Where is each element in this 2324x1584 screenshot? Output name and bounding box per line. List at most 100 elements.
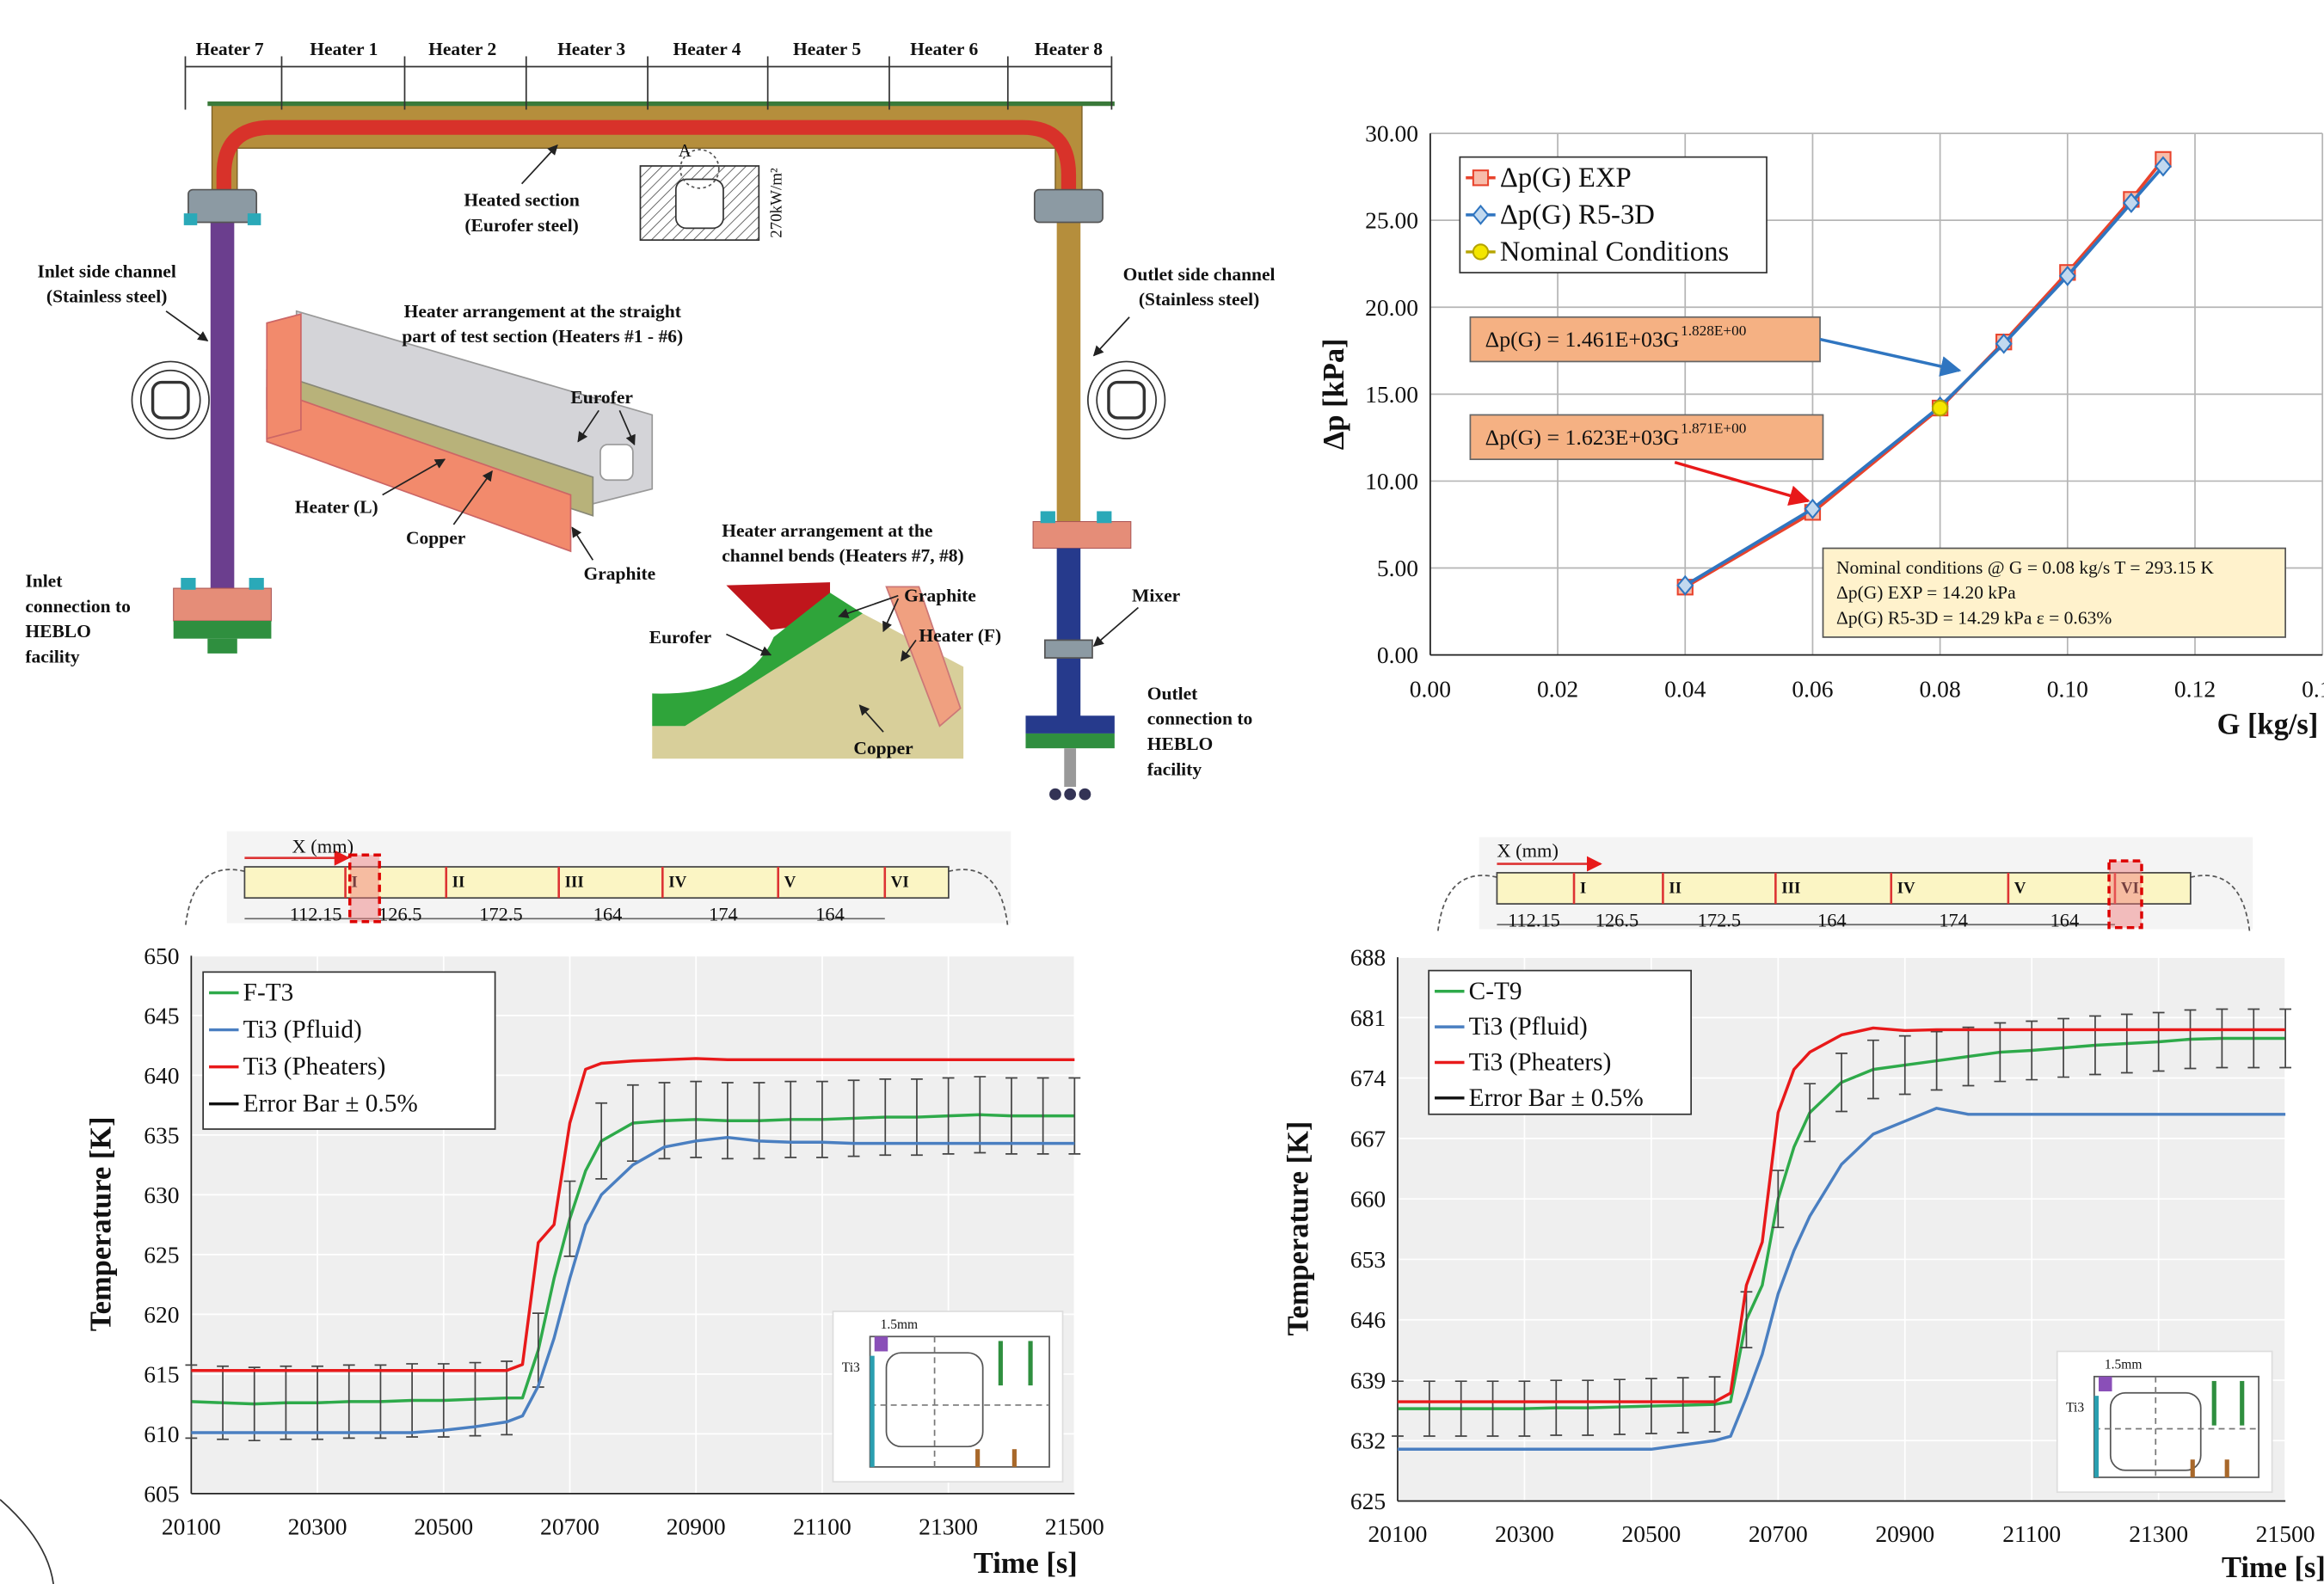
inset-heater xyxy=(2099,1377,2112,1391)
y-tick-label: 632 xyxy=(1350,1427,1386,1454)
section-label: III xyxy=(565,874,584,892)
y-tick-label: 20.00 xyxy=(1365,294,1418,321)
heater-label: Heater 4 xyxy=(673,39,741,59)
label: channel bends (Heaters #7, #8) xyxy=(722,545,964,566)
bolt xyxy=(181,578,195,590)
label: (Stainless steel) xyxy=(46,286,167,307)
x-tick-label: 20100 xyxy=(1368,1520,1428,1547)
flange xyxy=(1035,190,1103,223)
flange xyxy=(174,621,272,639)
legend-label: Δp(G) R5-3D xyxy=(1500,200,1655,230)
outlet-pipe xyxy=(1057,222,1081,521)
section-label: IV xyxy=(668,874,686,892)
label: Outlet side channel xyxy=(1123,264,1276,285)
label: Copper xyxy=(853,738,913,758)
annotation-text: Δp(G) = 1.461E+03G xyxy=(1485,327,1680,352)
label: facility xyxy=(1147,758,1202,779)
y-tick-label: 674 xyxy=(1350,1065,1386,1091)
y-tick-label: 639 xyxy=(1350,1366,1386,1393)
flange xyxy=(188,190,256,223)
legend-label: Ti3 (Pheaters) xyxy=(243,1053,386,1081)
dimension-label: 112.15 xyxy=(1508,910,1560,931)
x-tick-label: 21500 xyxy=(2256,1520,2315,1547)
y-tick-label: 660 xyxy=(1350,1186,1386,1213)
x-tick-label: 0.14 xyxy=(2302,676,2324,703)
flange xyxy=(207,639,237,654)
x-tick-label: 20900 xyxy=(667,1513,726,1539)
dimension-label: 164 xyxy=(2050,910,2080,931)
channel xyxy=(600,445,633,480)
dimension-label: 164 xyxy=(1817,910,1847,931)
flange xyxy=(174,588,272,621)
note-line: Δp(G) R5-3D = 14.29 kPa ε = 0.63% xyxy=(1836,608,2112,629)
x-tick-label: 20300 xyxy=(288,1513,347,1539)
y-tick-label: 630 xyxy=(144,1182,179,1208)
annotation-exponent: 1.828E+00 xyxy=(1681,322,1746,339)
y-tick-label: 615 xyxy=(144,1360,179,1387)
x-tick-label: 21300 xyxy=(2129,1520,2188,1547)
heater-label: Heater 2 xyxy=(428,39,496,59)
x-tick-label: 20700 xyxy=(540,1513,599,1539)
dimension-label: 174 xyxy=(709,904,738,925)
y-tick-label: 635 xyxy=(144,1121,179,1148)
y-tick-label: 667 xyxy=(1350,1125,1386,1151)
flange xyxy=(1025,715,1114,734)
stem xyxy=(1064,748,1076,787)
label: Heater arrangement at the xyxy=(722,520,932,541)
x-tick-label: 0.06 xyxy=(1792,676,1833,703)
y-tick-label: 30.00 xyxy=(1365,120,1418,147)
marker xyxy=(1933,401,1947,415)
x-axis-label: G [kg/s] xyxy=(2217,709,2319,741)
highlight xyxy=(2109,861,2142,928)
legend-label: Error Bar ± 0.5% xyxy=(1469,1084,1644,1112)
x-tick-label: 20100 xyxy=(162,1513,221,1539)
label: (Stainless steel) xyxy=(1139,289,1259,310)
label: part of test section (Heaters #1 - #6) xyxy=(402,326,683,347)
legend-label: Nominal Conditions xyxy=(1500,236,1729,267)
bolt xyxy=(1097,511,1111,523)
inset-tc xyxy=(2212,1381,2216,1426)
inset-probe-label: Ti3 xyxy=(842,1360,860,1375)
x-tick-label: 20300 xyxy=(1495,1520,1554,1547)
label: connection to xyxy=(25,596,131,617)
label: Heater (F) xyxy=(919,625,1001,646)
dimension-label: 172.5 xyxy=(479,904,522,925)
y-tick-label: 625 xyxy=(1350,1488,1386,1514)
label: Inlet xyxy=(25,570,63,591)
cross-section xyxy=(1097,371,1156,430)
y-axis-label: Temperature [K] xyxy=(1282,1121,1315,1336)
strip-bar xyxy=(1497,873,2190,904)
y-tick-label: 620 xyxy=(144,1301,179,1328)
x-tick-label: 0.12 xyxy=(2174,676,2216,703)
x-tick-label: 0.10 xyxy=(2047,676,2088,703)
x-tick-label: 21500 xyxy=(1045,1513,1104,1539)
marker xyxy=(1473,244,1488,259)
x-tick-label: 0.08 xyxy=(1920,676,1961,703)
nozzle xyxy=(1064,789,1076,801)
y-tick-label: 10.00 xyxy=(1365,468,1418,494)
section-label: V xyxy=(2014,880,2026,898)
inset-tc xyxy=(975,1449,980,1467)
legend-label: F-T3 xyxy=(243,979,294,1006)
flange xyxy=(1045,640,1092,658)
annotation-text: Δp(G) = 1.623E+03G xyxy=(1485,425,1680,450)
y-tick-label: 610 xyxy=(144,1421,179,1447)
chart: 0.005.0010.0015.0020.0025.0030.000.000.0… xyxy=(1318,120,2324,741)
cross-section xyxy=(141,371,200,430)
inset-tc xyxy=(999,1341,1003,1385)
inset-dimension: 1.5mm xyxy=(2105,1357,2143,1372)
inset-dimension: 1.5mm xyxy=(881,1317,918,1332)
y-tick-label: 0.00 xyxy=(1377,642,1418,668)
heater-label: Heater 7 xyxy=(196,39,264,59)
flange xyxy=(1025,734,1114,748)
inset-tc xyxy=(2240,1381,2244,1426)
label: 270kW/m² xyxy=(767,168,785,238)
inset-tc xyxy=(2191,1459,2195,1477)
label: Inlet side channel xyxy=(37,261,175,281)
label: A xyxy=(679,142,692,161)
dimension-label: 164 xyxy=(815,904,845,925)
inset-tc xyxy=(2225,1459,2229,1477)
y-tick-label: 25.00 xyxy=(1365,207,1418,234)
mixer-pipe xyxy=(1057,549,1081,719)
y-tick-label: 653 xyxy=(1350,1246,1386,1273)
